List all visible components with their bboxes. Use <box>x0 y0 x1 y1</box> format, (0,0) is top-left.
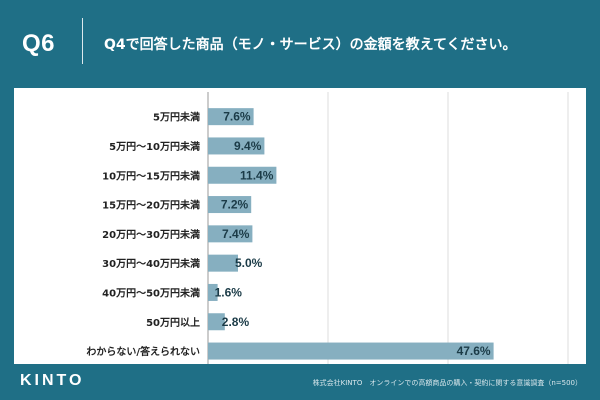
chart-panel: 5万円未満 7.6% 5万円〜10万円未満 9.4% 10万円〜15万円未満 11.4% 1… <box>14 88 586 364</box>
source-note: 株式会社KINTO オンラインでの高額商品の購入・契約に関する意識調査（n=50… <box>312 379 582 387</box>
value-label: 7.2% <box>221 198 249 212</box>
bar-chart: 5万円未満 7.6% 5万円〜10万円未満 9.4% 10万円〜15万円未満 11.4% 1… <box>86 92 569 364</box>
bar <box>208 225 253 243</box>
value-label: 2.8% <box>222 315 250 329</box>
value-label: 5.0% <box>235 256 263 270</box>
question-title: Q4で回答した商品（モノ・サービス）の金額を教えてください。 <box>104 37 517 53</box>
bar <box>208 196 252 214</box>
category-label: 50万円以上 <box>146 316 200 329</box>
category-label: 5万円未満 <box>153 111 200 124</box>
question-number: Q6 <box>22 30 56 57</box>
bar <box>208 342 494 360</box>
bar <box>208 166 277 184</box>
category-label: 15万円〜20万円未満 <box>102 199 200 212</box>
bar <box>208 283 218 301</box>
value-label: 11.4% <box>240 168 274 182</box>
value-label: 47.6% <box>457 344 491 358</box>
category-label: わからない/答えられない <box>86 345 200 358</box>
bar <box>208 254 238 272</box>
value-label: 9.4% <box>234 139 262 153</box>
value-label: 7.6% <box>223 110 251 124</box>
category-label: 30万円〜40万円未満 <box>102 257 200 270</box>
kinto-logo: KINTO <box>20 372 85 389</box>
category-label: 40万円〜50万円未満 <box>102 286 200 299</box>
bar <box>208 313 225 331</box>
question-header: Q6 Q4で回答した商品（モノ・サービス）の金額を教えてください。 <box>0 0 600 80</box>
bar <box>208 137 265 155</box>
category-label: 5万円〜10万円未満 <box>109 140 200 153</box>
category-label: 20万円〜30万円未満 <box>102 228 200 241</box>
value-label: 1.6% <box>215 285 243 299</box>
bar <box>208 108 254 126</box>
category-label: 10万円〜15万円未満 <box>102 169 200 182</box>
value-label: 7.4% <box>222 227 250 241</box>
header-divider <box>82 18 83 64</box>
